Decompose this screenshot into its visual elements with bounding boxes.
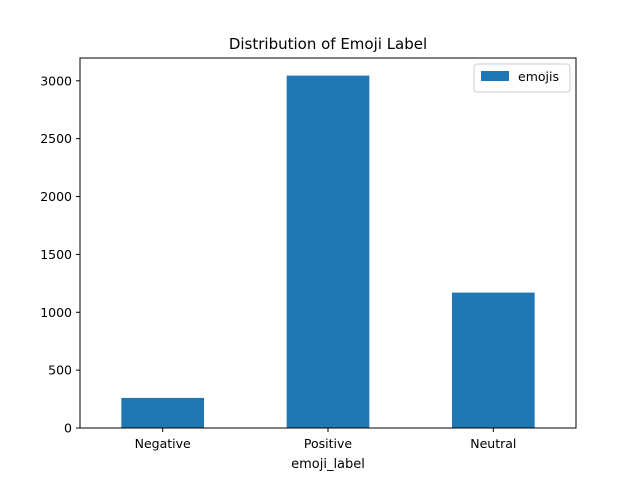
- bars-layer: [121, 75, 535, 428]
- y-tick-label: 2000: [40, 189, 72, 204]
- y-tick-label: 0: [64, 421, 72, 436]
- legend-label: emojis: [518, 69, 559, 84]
- x-tick-label: Negative: [135, 436, 191, 451]
- chart-title: Distribution of Emoji Label: [229, 35, 427, 53]
- y-tick-label: 2500: [40, 131, 72, 146]
- y-tick-label: 1500: [40, 247, 72, 262]
- bar-negative: [121, 397, 204, 428]
- y-tick-label: 1000: [40, 305, 72, 320]
- y-axis-ticks: 0 500 1000 1500 2000 2500 3000: [40, 73, 80, 436]
- x-tick-label: Neutral: [470, 436, 516, 451]
- legend: emojis: [473, 63, 571, 93]
- y-tick-label: 3000: [40, 73, 72, 88]
- x-axis-ticks: Negative Positive Neutral: [135, 428, 516, 451]
- y-tick-label: 500: [48, 363, 72, 378]
- bar-positive: [286, 75, 370, 428]
- x-tick-label: Positive: [304, 436, 352, 451]
- bar-neutral: [452, 292, 535, 428]
- x-axis-label: emoji_label: [291, 457, 365, 472]
- plot-frame: [79, 57, 577, 429]
- legend-swatch: [481, 71, 509, 81]
